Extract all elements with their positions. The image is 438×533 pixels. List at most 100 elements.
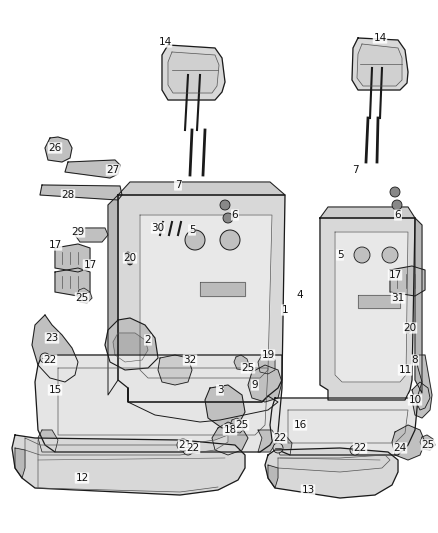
Text: 4: 4 — [297, 290, 303, 300]
Polygon shape — [412, 382, 430, 410]
Text: 20: 20 — [124, 253, 137, 263]
Polygon shape — [40, 185, 122, 200]
Text: 25: 25 — [421, 440, 434, 450]
Text: 14: 14 — [159, 37, 172, 47]
Polygon shape — [168, 52, 219, 93]
Polygon shape — [268, 465, 278, 488]
Polygon shape — [357, 44, 402, 86]
Circle shape — [40, 353, 50, 363]
Polygon shape — [275, 435, 292, 455]
Text: 5: 5 — [189, 225, 195, 235]
Polygon shape — [412, 355, 432, 418]
Text: 22: 22 — [353, 443, 367, 453]
Circle shape — [220, 230, 240, 250]
Polygon shape — [108, 195, 118, 395]
Polygon shape — [35, 355, 282, 452]
Text: 14: 14 — [373, 33, 387, 43]
Circle shape — [273, 443, 283, 453]
Text: 5: 5 — [337, 250, 343, 260]
Text: 21: 21 — [178, 440, 192, 450]
Polygon shape — [38, 430, 58, 452]
Polygon shape — [158, 355, 192, 385]
Polygon shape — [248, 365, 282, 402]
Polygon shape — [265, 448, 398, 498]
Text: 27: 27 — [106, 165, 120, 175]
Text: 31: 31 — [392, 293, 405, 303]
Circle shape — [127, 259, 133, 265]
Text: 7: 7 — [352, 165, 358, 175]
Polygon shape — [212, 422, 248, 455]
Polygon shape — [200, 282, 245, 296]
Text: 2: 2 — [145, 335, 151, 345]
Text: 6: 6 — [232, 210, 238, 220]
Text: 24: 24 — [393, 443, 406, 453]
Circle shape — [354, 247, 370, 263]
Text: 8: 8 — [412, 355, 418, 365]
Polygon shape — [390, 266, 425, 296]
Text: 13: 13 — [301, 485, 314, 495]
Polygon shape — [118, 195, 285, 402]
Polygon shape — [258, 430, 278, 452]
Text: 25: 25 — [75, 293, 88, 303]
Text: 16: 16 — [293, 420, 307, 430]
Text: 17: 17 — [389, 270, 402, 280]
Polygon shape — [128, 388, 278, 422]
Polygon shape — [45, 137, 72, 162]
Text: 12: 12 — [75, 473, 88, 483]
Text: 1: 1 — [282, 305, 288, 315]
Polygon shape — [113, 333, 148, 362]
Circle shape — [185, 230, 205, 250]
Polygon shape — [352, 38, 408, 90]
Text: 25: 25 — [241, 363, 254, 373]
Text: 22: 22 — [187, 443, 200, 453]
Text: 28: 28 — [61, 190, 74, 200]
Polygon shape — [358, 295, 400, 308]
Polygon shape — [75, 228, 108, 242]
Text: 18: 18 — [223, 425, 237, 435]
Text: 29: 29 — [71, 227, 85, 237]
Text: 17: 17 — [48, 240, 62, 250]
Polygon shape — [55, 244, 90, 272]
Polygon shape — [205, 385, 245, 428]
Text: 9: 9 — [252, 380, 258, 390]
Text: 22: 22 — [273, 433, 286, 443]
Text: 20: 20 — [403, 323, 417, 333]
Text: 22: 22 — [43, 355, 57, 365]
Text: 25: 25 — [235, 420, 249, 430]
Text: 15: 15 — [48, 385, 62, 395]
Circle shape — [350, 445, 360, 455]
Polygon shape — [415, 218, 422, 393]
Polygon shape — [320, 218, 415, 400]
Circle shape — [125, 252, 131, 258]
Circle shape — [390, 187, 400, 197]
Polygon shape — [230, 418, 245, 433]
Text: 10: 10 — [409, 395, 421, 405]
Polygon shape — [335, 232, 408, 382]
Text: 32: 32 — [184, 355, 197, 365]
Circle shape — [220, 200, 230, 210]
Polygon shape — [420, 435, 435, 450]
Polygon shape — [32, 315, 78, 382]
Text: 6: 6 — [395, 210, 401, 220]
Text: 7: 7 — [175, 180, 181, 190]
Polygon shape — [258, 354, 275, 374]
Circle shape — [177, 439, 189, 451]
Polygon shape — [140, 215, 272, 378]
Text: 30: 30 — [152, 223, 165, 233]
Polygon shape — [320, 207, 415, 218]
Polygon shape — [55, 268, 90, 296]
Circle shape — [183, 445, 193, 455]
Polygon shape — [234, 355, 249, 370]
Text: 3: 3 — [217, 385, 223, 395]
Polygon shape — [118, 182, 285, 195]
Text: 11: 11 — [399, 365, 412, 375]
Polygon shape — [12, 435, 245, 495]
Text: 17: 17 — [83, 260, 97, 270]
Circle shape — [223, 213, 233, 223]
Text: 23: 23 — [46, 333, 59, 343]
Polygon shape — [278, 455, 390, 472]
Circle shape — [382, 247, 398, 263]
Polygon shape — [25, 435, 228, 455]
Circle shape — [405, 327, 411, 333]
Circle shape — [392, 200, 402, 210]
